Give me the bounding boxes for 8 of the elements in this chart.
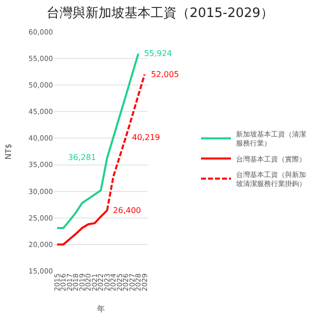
data-label: 55,924 (144, 49, 172, 58)
y-axis-title: NT$ (4, 144, 14, 160)
data-label: 40,219 (132, 133, 160, 142)
data-label: 52,005 (151, 70, 179, 79)
data-label: 26,400 (113, 206, 141, 215)
x-axis-title: 年 (96, 304, 105, 314)
chart-title: 台灣與新加坡基本工資（2015-2029） (46, 6, 274, 22)
data-label: 36,281 (68, 153, 96, 162)
